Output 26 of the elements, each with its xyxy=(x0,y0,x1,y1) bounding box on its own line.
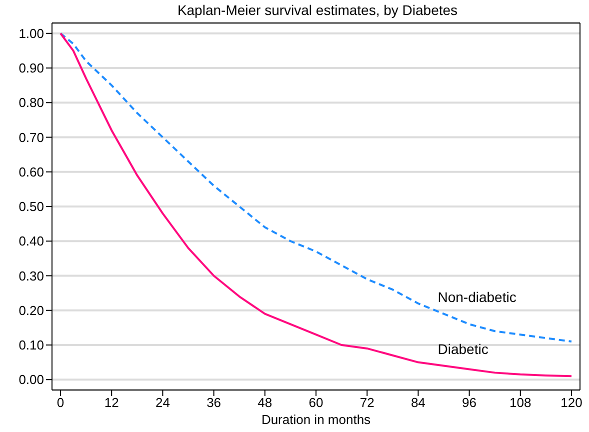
y-tick-label: 0.60 xyxy=(18,164,44,180)
y-tick-label: 0.20 xyxy=(18,302,44,318)
x-tick-label: 48 xyxy=(258,395,272,410)
x-tick-label: 60 xyxy=(308,395,324,410)
y-tick-label: 0.50 xyxy=(18,199,44,214)
y-tick-label: 0.40 xyxy=(18,234,44,249)
series-label: Non-diabetic xyxy=(438,288,516,305)
y-tick-label: 0.90 xyxy=(18,60,44,76)
y-tick-label: 0.80 xyxy=(18,95,44,110)
y-tick-label: 0.70 xyxy=(18,130,44,145)
chart-title: Kaplan-Meier survival estimates, by Diabetes xyxy=(176,2,459,18)
x-tick-label: 12 xyxy=(104,395,119,410)
x-tick-label: 36 xyxy=(206,395,222,410)
x-tick-label: 72 xyxy=(360,395,374,410)
x-tick-label: 96 xyxy=(462,395,477,410)
y-tick-label: 1.00 xyxy=(18,26,44,41)
y-tick-label: 0.30 xyxy=(18,268,44,284)
x-axis-title: Duration in months xyxy=(261,412,372,427)
x-tick-label: 0 xyxy=(56,395,64,410)
y-tick-label: 0.00 xyxy=(18,372,44,388)
x-tick-label: 24 xyxy=(155,395,170,410)
x-tick-label: 108 xyxy=(510,395,532,410)
x-tick-label: 84 xyxy=(410,395,426,410)
series-label: Diabetic xyxy=(438,340,488,357)
y-tick-label: 0.10 xyxy=(18,338,44,353)
x-tick-label: 120 xyxy=(560,395,582,410)
